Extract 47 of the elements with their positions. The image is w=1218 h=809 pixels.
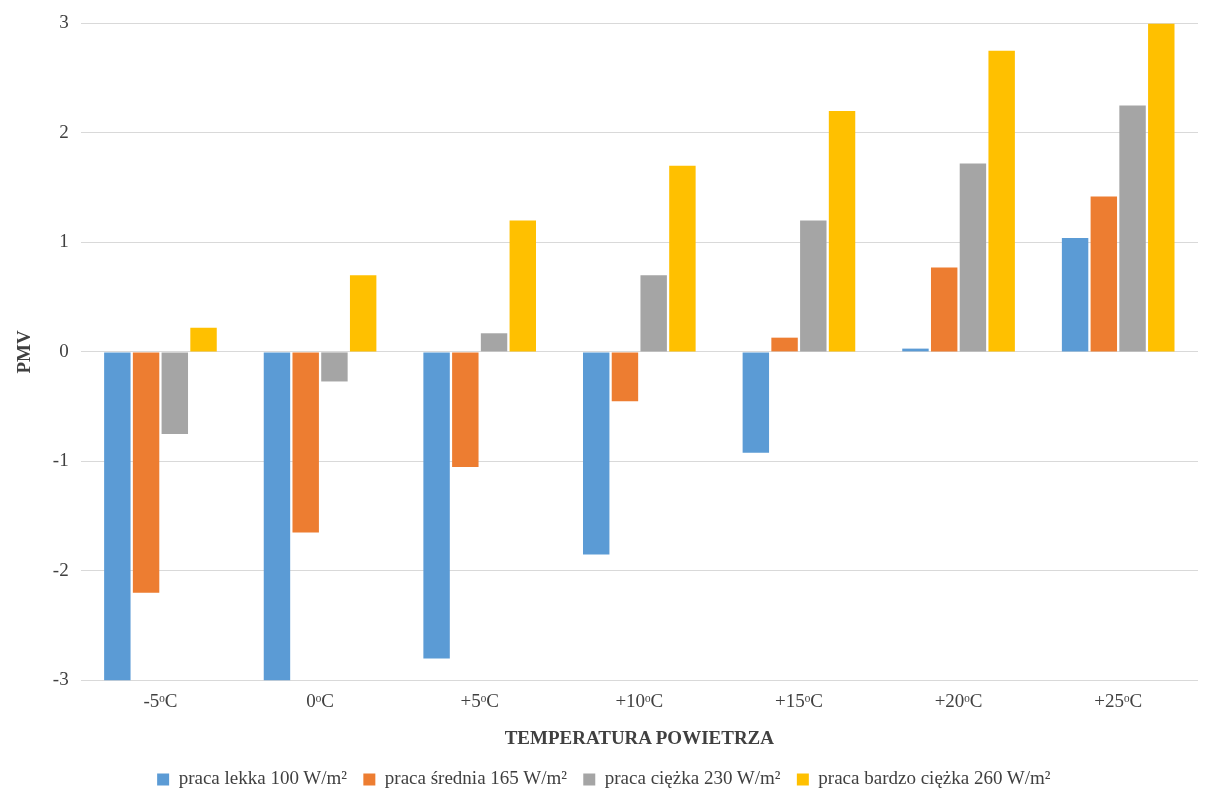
bar: [669, 165, 696, 352]
bar: [263, 352, 291, 681]
x-tick-label: +25ᵒC: [1094, 689, 1143, 711]
x-tick-label: +5ᵒC: [460, 689, 499, 711]
y-tick-label: 1: [59, 230, 69, 252]
bar: [104, 352, 131, 681]
bar: [161, 352, 189, 435]
legend-label: praca bardzo ciężka 260 W/m²: [818, 767, 1051, 789]
bar: [828, 111, 856, 352]
x-tick-label: +10ᵒC: [615, 689, 664, 711]
bar: [292, 352, 319, 533]
y-axis-title: PMV: [13, 329, 35, 374]
bar: [1061, 238, 1089, 352]
bar: [190, 327, 217, 352]
y-tick-label: -2: [52, 558, 69, 580]
legend-label: praca lekka 100 W/m²: [178, 767, 348, 789]
bar: [1090, 196, 1118, 352]
bar: [640, 275, 667, 352]
bar: [1119, 105, 1146, 352]
bar: [480, 333, 508, 352]
bar: [509, 220, 536, 352]
bar: [611, 352, 639, 402]
bar: [988, 50, 1015, 352]
y-tick-label: 0: [59, 339, 69, 361]
bar: [930, 267, 958, 352]
bar: [321, 352, 348, 382]
y-tick-label: 2: [59, 120, 69, 142]
bar: [742, 352, 770, 453]
legend-label: praca średnia 165 W/m²: [384, 767, 568, 789]
bar: [349, 275, 377, 352]
x-tick-label: 0ᵒC: [306, 689, 334, 711]
bar: [132, 352, 160, 593]
bar: [771, 337, 798, 352]
x-tick-label: -5ᵒC: [143, 689, 178, 711]
bar: [1148, 23, 1175, 352]
y-tick-label: -3: [52, 668, 69, 690]
y-tick-label: 3: [59, 11, 69, 33]
legend-label: praca ciężka 230 W/m²: [604, 767, 781, 789]
x-axis-title: TEMPERATURA POWIETRZA: [504, 726, 775, 748]
bar: [583, 352, 610, 555]
x-tick-label: +20ᵒC: [934, 689, 983, 711]
y-tick-label: -1: [52, 449, 69, 471]
bar: [959, 163, 987, 352]
bar: [423, 352, 450, 659]
x-tick-label: +15ᵒC: [775, 689, 823, 711]
bar: [800, 220, 827, 352]
bar: [452, 352, 479, 467]
